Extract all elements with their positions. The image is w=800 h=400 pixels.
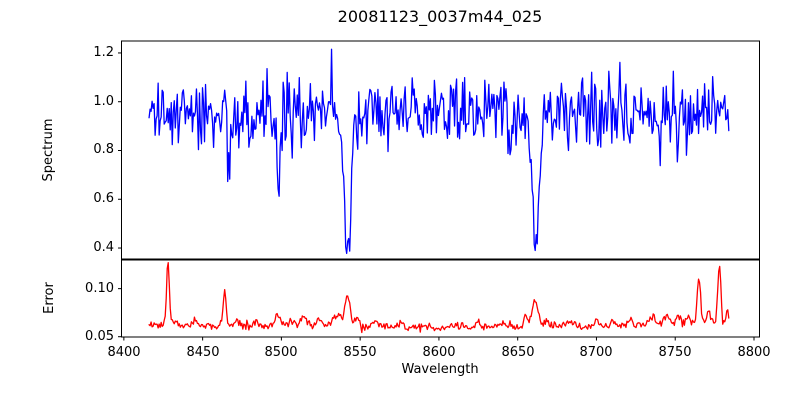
x-tick-label: 8800: [737, 345, 771, 360]
spectrum-y-tick-label: 0.4: [93, 240, 114, 255]
chart-title: 20081123_0037m44_025: [337, 7, 543, 26]
x-tick-label: 8750: [658, 345, 692, 360]
x-tick-label: 8700: [579, 345, 613, 360]
spectrum-line: [148, 48, 730, 255]
spectrum-axes: [118, 40, 760, 260]
spectrum-y-tick-label: 1.2: [93, 45, 114, 60]
error-line: [148, 262, 730, 334]
x-tick-label: 8500: [264, 345, 298, 360]
error-y-tick-label: 0.10: [85, 281, 114, 296]
x-axis-label: Wavelength: [401, 362, 479, 377]
x-tick-label: 8450: [186, 345, 220, 360]
spectrum-y-tick-label: 1.0: [93, 94, 114, 109]
error-axes-frame: [121, 259, 760, 338]
x-tick-label: 8650: [501, 345, 535, 360]
x-tick-label: 8400: [107, 345, 141, 360]
x-tick-label: 8550: [343, 345, 377, 360]
spectrum-y-tick-label: 0.6: [93, 191, 114, 206]
error-axes: [118, 259, 760, 338]
spectrum-y-tick-label: 0.8: [93, 142, 114, 157]
spectrum-axes-frame: [121, 40, 760, 260]
x-tick-label: 8600: [422, 345, 456, 360]
error-y-tick-label: 0.05: [85, 329, 114, 344]
